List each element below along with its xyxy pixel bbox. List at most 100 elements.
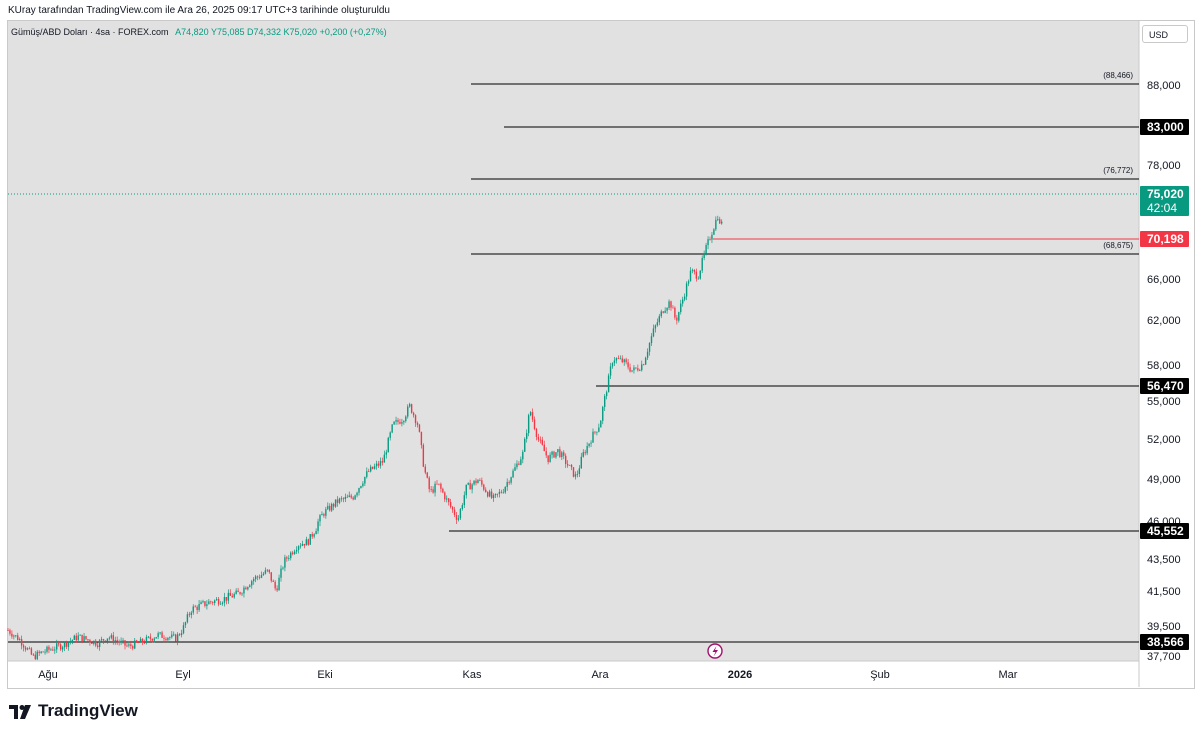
candle (254, 574, 257, 583)
candle-body (693, 269, 696, 272)
candle-body (336, 499, 339, 503)
candle-body (229, 592, 231, 596)
candle (543, 440, 545, 452)
candle-body (409, 404, 411, 407)
candle-body (436, 483, 438, 485)
candle (305, 536, 308, 546)
lightning-icon[interactable] (707, 643, 723, 659)
candle (288, 555, 290, 561)
candle (568, 464, 571, 466)
candle-body (315, 531, 317, 535)
candle (192, 604, 194, 615)
candle (114, 636, 116, 645)
candle (42, 651, 44, 653)
candle (325, 506, 327, 519)
currency-button[interactable]: USD (1142, 25, 1188, 43)
candle (371, 466, 374, 470)
candle (401, 418, 403, 427)
candle-body (627, 362, 629, 368)
candle-body (358, 488, 360, 493)
candle-body (446, 498, 448, 500)
candle (475, 478, 477, 486)
candle-body (297, 546, 300, 550)
candle (194, 604, 196, 608)
price-axis: 37,70039,50041,50043,50046,00049,00052,0… (1147, 80, 1181, 663)
candle-body (508, 482, 510, 483)
candle (167, 637, 169, 643)
candle-body (200, 602, 202, 604)
candle-body (709, 239, 711, 240)
candle-body (9, 630, 11, 634)
candle (600, 419, 602, 428)
candle (685, 281, 688, 301)
candle (69, 637, 72, 645)
candle-body (295, 549, 298, 552)
candle-body (141, 638, 144, 643)
candle-body (516, 463, 518, 468)
candle (617, 355, 620, 360)
candle-body (28, 648, 31, 650)
candle-body (233, 593, 235, 598)
candle-body (662, 311, 664, 313)
candle (303, 543, 306, 549)
candle (104, 640, 107, 643)
candle (38, 650, 40, 656)
candle (590, 440, 592, 447)
tradingview-logo-icon (9, 704, 33, 719)
candle (631, 370, 633, 373)
candle-body (496, 493, 499, 495)
candle (461, 503, 464, 511)
candle (678, 311, 680, 323)
candle-body (149, 636, 152, 639)
tradingview-logo[interactable]: TradingView (9, 701, 138, 721)
candle-body (13, 635, 15, 637)
candle (699, 270, 701, 280)
candle-body (377, 463, 380, 466)
candle (253, 577, 255, 585)
candle-body (227, 592, 230, 601)
candle-body (444, 492, 446, 500)
candle (551, 450, 553, 459)
candle-body (685, 283, 688, 297)
candle-body (644, 357, 647, 365)
candle (561, 450, 563, 461)
level-badge-text: 56,470 (1147, 379, 1184, 393)
candle (535, 427, 538, 441)
candle-body (641, 364, 643, 371)
candle (28, 646, 31, 650)
candle-body (471, 484, 473, 490)
candle-body (290, 552, 292, 559)
candle-body (145, 636, 148, 643)
candle-body (264, 570, 267, 574)
candle-body (98, 640, 101, 647)
candle (379, 457, 382, 469)
horizontal-levels: (88,466) (76,772) (68,675) (8, 71, 1139, 643)
candle (292, 550, 294, 556)
candle-body (586, 445, 588, 454)
candle (578, 465, 581, 477)
candle (611, 362, 614, 369)
candle (91, 641, 93, 644)
candle-body (272, 580, 274, 582)
candle (301, 540, 304, 547)
candle (514, 463, 516, 472)
candle (175, 633, 177, 642)
candle-body (19, 639, 21, 641)
candle-body (557, 449, 559, 453)
candle (658, 314, 660, 326)
candle-body (270, 572, 272, 581)
candle-body (420, 431, 423, 446)
candle-body (504, 486, 506, 493)
candle (644, 356, 647, 365)
candle-body (210, 601, 212, 603)
candle-body (683, 296, 686, 300)
candle (219, 601, 222, 605)
candle-body (660, 311, 662, 317)
candle-body (492, 495, 495, 498)
level-badge-bg (1140, 378, 1189, 394)
candle-body (301, 543, 304, 546)
candle-body (95, 640, 97, 646)
candle-body (71, 639, 74, 642)
candle (625, 357, 627, 365)
